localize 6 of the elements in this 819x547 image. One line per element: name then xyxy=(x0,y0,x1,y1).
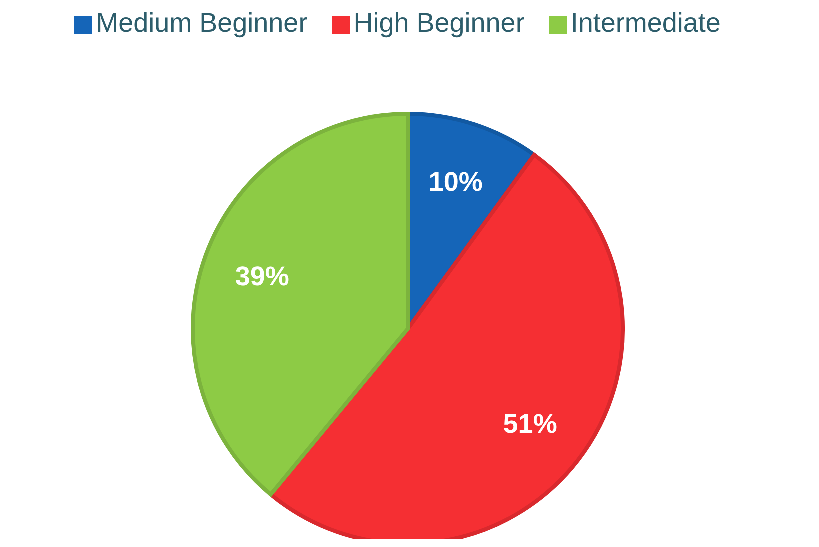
data-label: 10% xyxy=(428,166,483,197)
data-label: 51% xyxy=(503,408,558,439)
legend-label: Medium Beginner xyxy=(96,8,308,38)
legend-label: High Beginner xyxy=(354,8,525,38)
legend-label: Intermediate xyxy=(570,8,721,38)
data-label: 39% xyxy=(235,262,290,292)
